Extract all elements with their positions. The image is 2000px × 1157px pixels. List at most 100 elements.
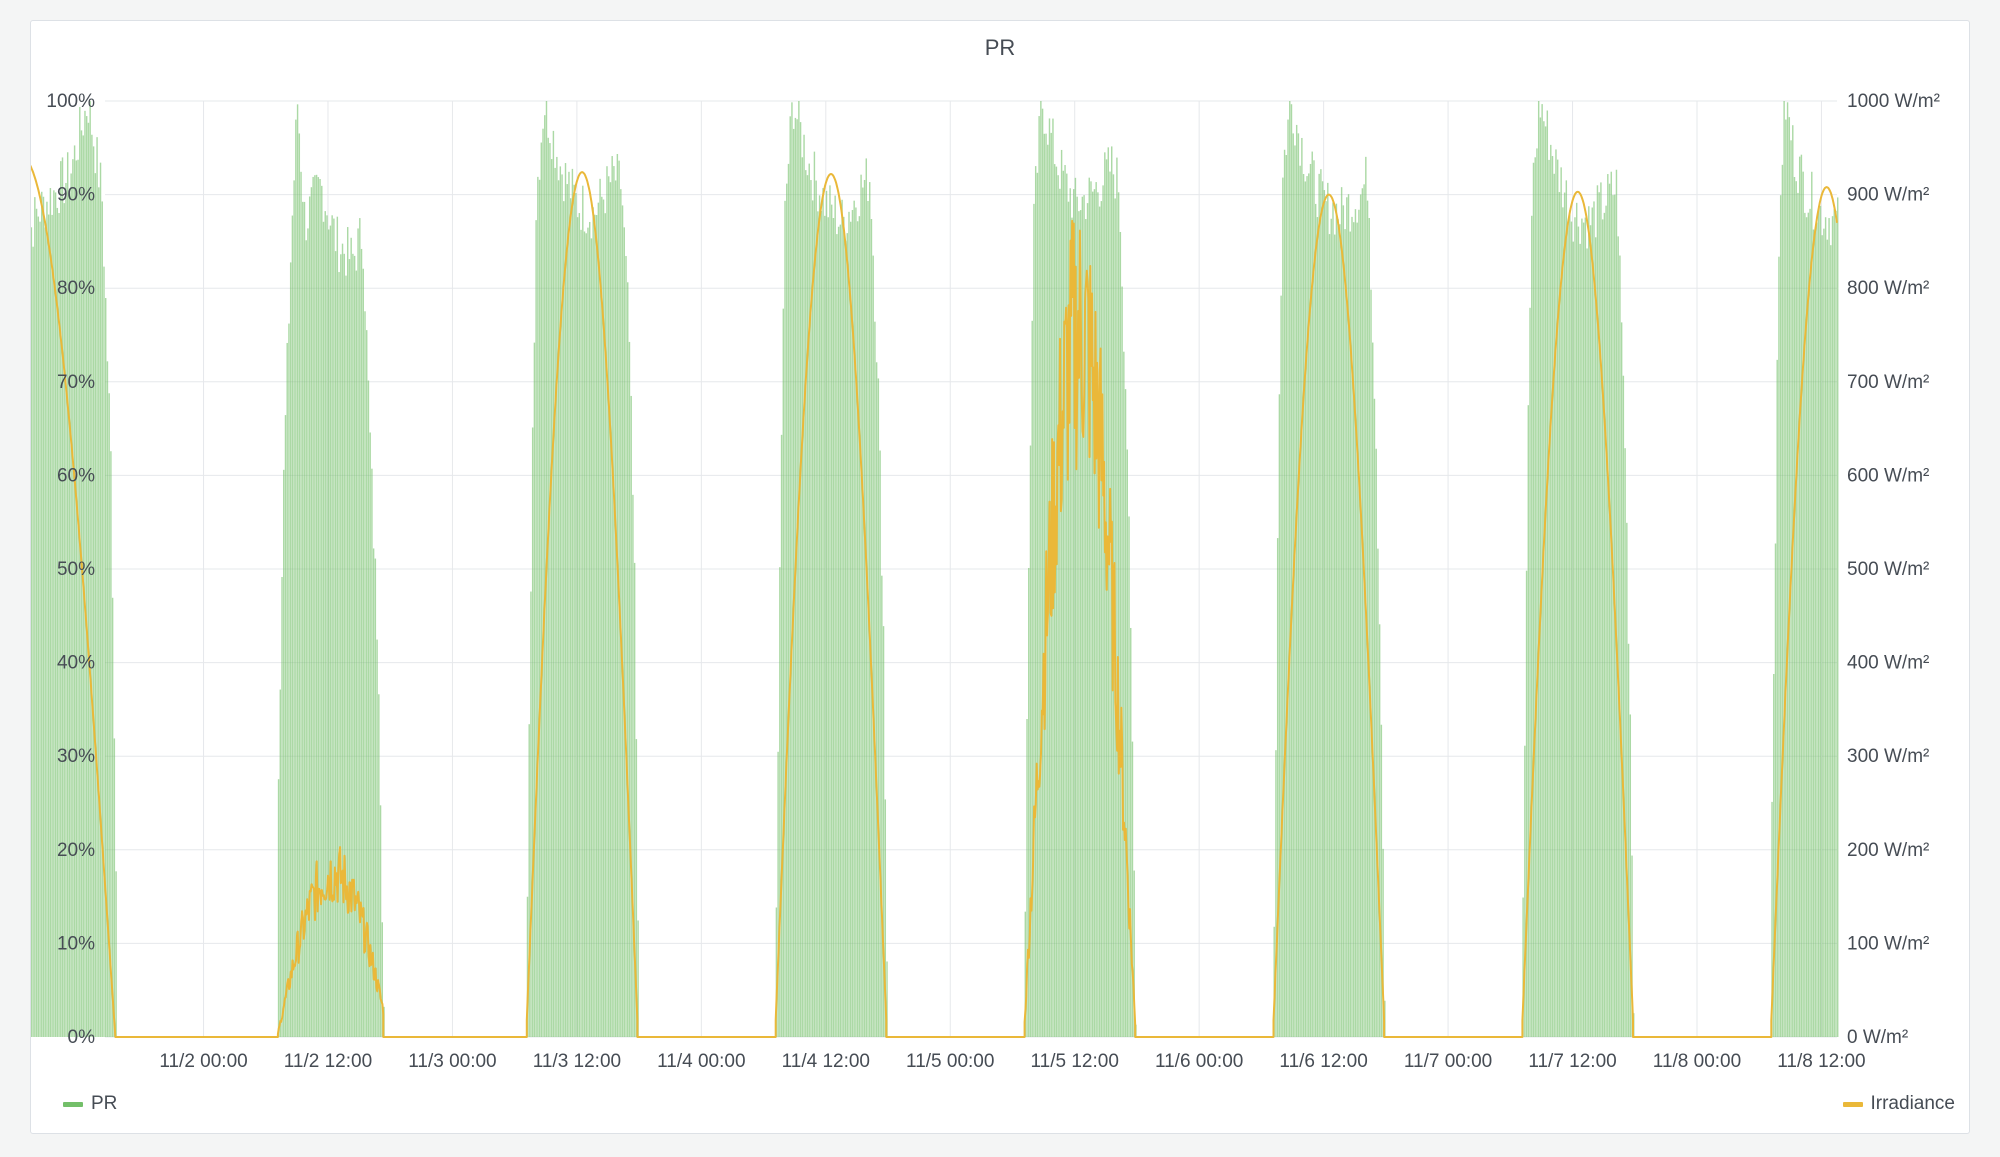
pr-bar [350, 237, 352, 1037]
pr-bar [1029, 445, 1032, 1038]
pr-bar [853, 200, 855, 1037]
pr-bar [39, 221, 41, 1037]
pr-bar [277, 779, 280, 1037]
pr-bar [284, 415, 287, 1037]
pr-bar [571, 168, 574, 1038]
pr-bar [563, 201, 565, 1037]
pr-bar [1560, 167, 1562, 1037]
pr-bar [367, 380, 370, 1038]
pr-bar [787, 163, 790, 1037]
left-tick-label: 0% [68, 1027, 96, 1048]
pr-bar [1831, 216, 1834, 1037]
pr-bar [796, 119, 798, 1037]
pr-bar [302, 201, 304, 1037]
pr-bar [1308, 173, 1310, 1038]
pr-bar [376, 639, 378, 1037]
pr-bar [544, 115, 546, 1038]
pr-bar [587, 227, 589, 1037]
legend-irradiance-swatch [1842, 1101, 1863, 1107]
right-tick-label: 600 W/m² [1847, 465, 1929, 486]
pr-bar [63, 203, 65, 1037]
pr-bar [1600, 182, 1602, 1038]
pr-bar [540, 142, 543, 1037]
pr-bar [1617, 236, 1619, 1037]
pr-bar [1626, 522, 1628, 1037]
legend-irradiance[interactable]: Irradiance [1842, 1093, 1955, 1115]
left-tick-label: 30% [57, 746, 95, 767]
pr-bar [1130, 627, 1132, 1037]
pr-bar [813, 151, 816, 1037]
pr-bar [784, 200, 786, 1038]
pr-bar [1066, 173, 1068, 1038]
pr-bar [89, 101, 91, 1037]
right-tick-label: 1000 W/m² [1847, 91, 1940, 112]
pr-bar [1083, 195, 1085, 1038]
pr-bar [369, 432, 371, 1037]
pr-bar [360, 248, 363, 1037]
pr-bar [616, 153, 619, 1037]
pr-bar [872, 255, 874, 1038]
pr-bar [66, 152, 69, 1037]
pr-bar [1539, 117, 1542, 1038]
pr-bar [1548, 159, 1550, 1037]
pr-bar [1062, 170, 1065, 1038]
pr-bar [1038, 116, 1040, 1037]
pr-bar [1041, 108, 1044, 1037]
x-tick-label: 11/8 12:00 [1777, 1051, 1865, 1072]
chart-panel: PR 0% 10% 20% 30% 40% 50% 60% 70% 80% 90% 100% 0 W… [30, 20, 1970, 1134]
pr-bar [1591, 207, 1593, 1037]
pr-bar [632, 494, 634, 1038]
pr-bar [1117, 192, 1120, 1038]
pr-bar [75, 160, 78, 1037]
pr-bar [305, 240, 307, 1037]
pr-bar [1556, 159, 1559, 1037]
x-tick-label: 11/4 12:00 [782, 1051, 870, 1072]
right-tick-label: 0 W/m² [1847, 1027, 1908, 1048]
pr-bar [830, 204, 833, 1037]
pr-bar [1544, 126, 1547, 1037]
pr-bar [53, 190, 55, 1037]
pr-bar [317, 177, 320, 1037]
pr-bar [51, 214, 53, 1037]
pr-bar [1830, 245, 1832, 1037]
x-tick-label: 11/5 12:00 [1031, 1051, 1119, 1072]
pr-bar [1314, 203, 1317, 1037]
pr-bar [604, 213, 606, 1037]
right-tick-label: 900 W/m² [1847, 185, 1929, 206]
pr-bar [777, 751, 779, 1037]
pr-bar [1282, 177, 1284, 1037]
x-tick-label: 11/4 00:00 [657, 1051, 745, 1072]
pr-bar [620, 189, 622, 1038]
pr-bar [801, 157, 804, 1037]
x-tick-label: 11/7 12:00 [1528, 1051, 1616, 1072]
pr-bar [1335, 203, 1338, 1037]
pr-bar [531, 427, 534, 1037]
pr-bar [609, 182, 612, 1037]
pr-bar [1301, 137, 1303, 1038]
pr-bar [594, 214, 596, 1038]
pr-bar [366, 330, 368, 1037]
pr-bar [336, 216, 339, 1037]
pr-bar [338, 272, 340, 1037]
pr-bar [576, 217, 579, 1037]
pr-bar [84, 110, 86, 1037]
pr-bar [1028, 567, 1030, 1037]
pr-bar [106, 361, 109, 1038]
legend-pr[interactable]: PR [63, 1093, 117, 1115]
pr-bar [554, 167, 556, 1037]
pr-bar [58, 213, 60, 1037]
pr-bar [281, 576, 283, 1037]
pr-bar [806, 175, 809, 1037]
pr-bar [1121, 286, 1123, 1037]
pr-bar [1375, 448, 1377, 1037]
pr-bar [1785, 119, 1787, 1037]
pr-bar [860, 174, 862, 1038]
pr-bar [637, 920, 639, 1037]
pr-bar [70, 173, 72, 1037]
pr-bar [1807, 212, 1810, 1038]
pr-bar [1031, 320, 1033, 1037]
pr-bar [378, 694, 380, 1037]
pr-bar [341, 243, 344, 1038]
left-tick-label: 20% [57, 840, 95, 861]
pr-bar [1079, 210, 1082, 1038]
